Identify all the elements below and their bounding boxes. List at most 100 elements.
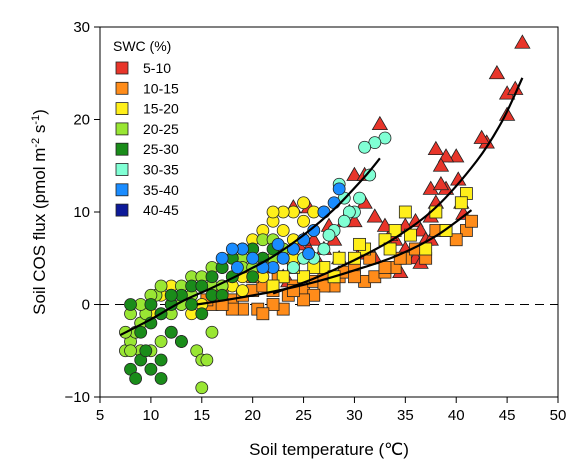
legend-label: 10-15	[143, 80, 179, 96]
data-point-triangle	[366, 208, 383, 223]
data-point-square	[449, 233, 463, 247]
legend-swatch	[115, 61, 129, 75]
data-point-triangle	[448, 148, 465, 163]
y-axis-label-end: )	[30, 109, 49, 115]
y-tick-label: −10	[65, 389, 90, 406]
data-point-square	[454, 196, 468, 210]
legend-label: 25-30	[143, 141, 179, 157]
data-point-triangle	[412, 222, 429, 237]
data-point-circle	[154, 279, 168, 293]
data-point-circle	[297, 196, 310, 210]
data-point-circle	[164, 325, 178, 339]
data-point-triangle	[346, 212, 363, 228]
data-point-circle	[276, 224, 290, 237]
data-points	[119, 34, 531, 395]
fit-line-triangles	[272, 77, 524, 295]
data-point-triangle	[514, 34, 531, 49]
legend-swatch	[115, 142, 129, 156]
data-point-square	[378, 261, 392, 274]
data-point-triangle	[305, 231, 322, 246]
legend-swatch	[115, 183, 129, 197]
x-axis-ticks: 5 10 15 20 25 30 35 40 45 50	[96, 397, 567, 424]
data-point-square	[404, 228, 417, 242]
legend: SWC (%) 5-10 10-15 15-20 20-25 25-30 30-35 35-…	[113, 38, 179, 218]
data-point-circle	[164, 288, 178, 302]
x-tick-label: 20	[244, 407, 261, 424]
data-point-square	[332, 251, 346, 265]
data-point-circle	[154, 353, 168, 367]
data-point-triangle	[376, 217, 394, 232]
data-point-circle	[236, 284, 249, 298]
legend-swatch	[115, 163, 129, 176]
legend-swatch	[115, 102, 129, 115]
data-point-circle	[266, 205, 280, 219]
fit-lines	[119, 77, 524, 337]
x-tick-label: 30	[346, 407, 363, 424]
fit-line-circles	[119, 157, 381, 337]
data-point-circle	[144, 298, 158, 311]
data-point-circle	[353, 191, 366, 205]
legend-entries: 5-10 10-15 15-20 20-25 25-30 30-35 35-40 40-45	[115, 60, 179, 218]
data-point-circle	[154, 335, 168, 348]
data-point-square	[256, 307, 270, 321]
data-point-circle	[175, 335, 188, 348]
data-point-circle	[195, 381, 209, 395]
data-point-circle	[195, 307, 209, 321]
data-point-circle	[215, 251, 229, 265]
legend-label: 15-20	[143, 101, 179, 117]
data-point-circle	[322, 228, 336, 242]
data-point-circle	[363, 168, 377, 182]
data-point-circle	[139, 344, 153, 358]
data-point-circle	[200, 353, 214, 367]
data-point-circle	[225, 242, 239, 256]
data-point-circle	[124, 298, 137, 311]
legend-swatch	[115, 81, 129, 95]
data-point-triangle	[427, 140, 445, 156]
x-tick-label: 50	[550, 407, 567, 424]
y-axis-label: Soil COS flux (pmol m-2 s-1)	[30, 109, 49, 315]
data-point-circle	[134, 325, 148, 339]
data-point-circle	[271, 237, 285, 251]
data-point-square	[266, 298, 280, 311]
data-point-circle	[337, 214, 351, 228]
data-point-circle	[230, 261, 244, 274]
x-tick-label: 10	[143, 407, 160, 424]
data-point-triangle	[346, 166, 363, 181]
y-axis-label-mid: s	[30, 125, 49, 138]
data-point-square	[398, 205, 412, 219]
legend-label: 35-40	[143, 182, 179, 198]
y-axis-label-sup2: -1	[30, 115, 42, 125]
x-tick-label: 40	[448, 407, 465, 424]
y-tick-label: 0	[82, 297, 90, 314]
data-point-square	[383, 242, 397, 256]
data-point-triangle	[432, 175, 450, 191]
y-axis-ticks: −10 0 10 20 30	[65, 19, 100, 406]
data-point-square	[353, 237, 366, 251]
legend-label: 40-45	[143, 202, 179, 218]
y-tick-label: 10	[73, 204, 90, 221]
x-tick-label: 5	[96, 407, 104, 424]
data-point-triangle	[432, 157, 450, 172]
data-point-circle	[144, 362, 158, 376]
data-point-circle	[297, 214, 310, 228]
data-point-circle	[286, 261, 300, 274]
x-axis-label: Soil temperature (℃)	[249, 440, 409, 459]
y-tick-label: 30	[73, 19, 90, 36]
data-point-circle	[205, 270, 219, 284]
data-point-triangle	[473, 129, 490, 144]
x-tick-label: 15	[193, 407, 210, 424]
legend-swatch	[115, 203, 129, 217]
data-point-circle	[185, 298, 199, 311]
fit-line-squares	[196, 209, 473, 306]
x-tick-label: 35	[397, 407, 414, 424]
legend-label: 20-25	[143, 121, 179, 137]
data-point-circle	[154, 372, 168, 385]
x-tick-label: 45	[499, 407, 516, 424]
plot-area	[99, 26, 559, 398]
data-point-square	[465, 214, 478, 228]
data-point-circle	[205, 325, 219, 339]
data-point-circle	[124, 344, 137, 358]
data-point-circle	[129, 372, 143, 385]
data-point-circle	[276, 251, 290, 265]
